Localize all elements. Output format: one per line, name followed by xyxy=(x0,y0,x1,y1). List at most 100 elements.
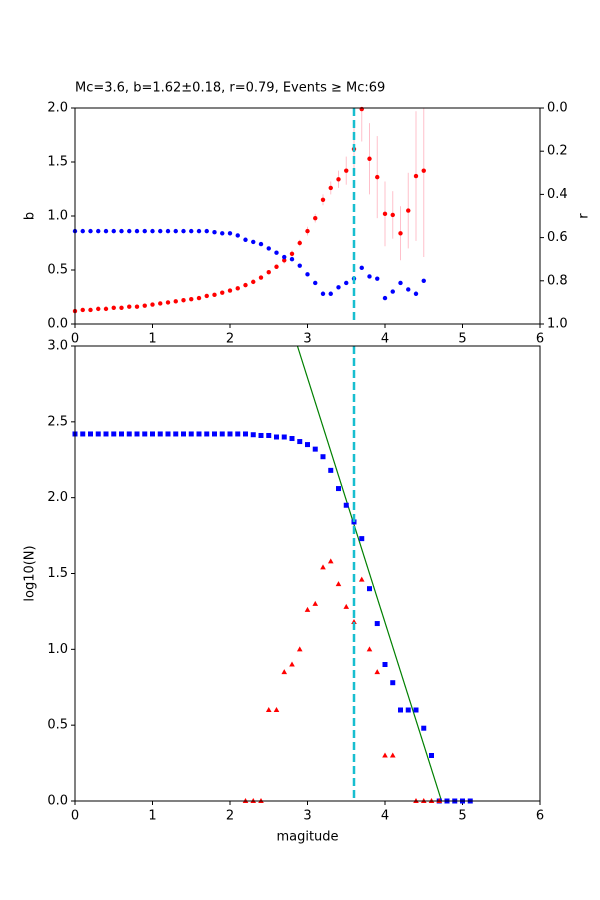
point xyxy=(366,646,373,652)
point xyxy=(251,279,256,285)
point xyxy=(96,306,101,312)
y-tick-label: 0.0 xyxy=(47,794,68,809)
point xyxy=(157,431,163,437)
point xyxy=(266,246,271,251)
point xyxy=(274,250,279,255)
x-tick-label: 4 xyxy=(381,809,389,824)
point xyxy=(250,432,256,438)
x-tick-label: 5 xyxy=(458,332,466,347)
point xyxy=(421,168,426,173)
point xyxy=(189,296,194,302)
point xyxy=(88,431,93,437)
point xyxy=(103,431,109,437)
point xyxy=(119,228,124,234)
point xyxy=(196,295,202,301)
point xyxy=(313,280,318,286)
point xyxy=(398,231,403,236)
point xyxy=(251,239,256,245)
point xyxy=(382,662,388,667)
x-tick-label: 5 xyxy=(458,809,466,824)
point xyxy=(413,291,419,296)
point xyxy=(158,301,163,306)
point xyxy=(173,299,178,304)
point xyxy=(335,581,342,587)
point xyxy=(111,305,116,310)
point xyxy=(235,286,240,291)
point xyxy=(181,228,186,234)
point xyxy=(103,228,109,234)
point xyxy=(111,228,116,234)
y2-tick-label: 0.2 xyxy=(547,144,568,159)
point xyxy=(289,436,295,442)
point xyxy=(165,431,171,437)
point xyxy=(297,439,303,445)
point xyxy=(127,228,132,234)
point xyxy=(421,278,426,283)
point xyxy=(289,251,295,256)
point xyxy=(189,228,194,234)
point xyxy=(312,446,318,452)
point xyxy=(80,431,86,437)
point xyxy=(88,307,93,313)
x-tick-label: 6 xyxy=(536,809,544,824)
point xyxy=(374,669,381,675)
point xyxy=(165,300,171,305)
point xyxy=(243,237,248,242)
point xyxy=(358,576,365,582)
y-axis-label: log10(N) xyxy=(23,545,38,601)
point xyxy=(296,646,303,652)
point xyxy=(243,431,248,437)
point xyxy=(204,431,210,437)
point xyxy=(258,241,264,247)
point xyxy=(390,289,395,294)
y-tick-label: 1.0 xyxy=(47,209,68,224)
point xyxy=(359,536,365,542)
point xyxy=(258,275,264,280)
x-tick-label: 4 xyxy=(381,332,389,347)
point xyxy=(281,434,287,440)
point xyxy=(305,272,310,277)
point xyxy=(95,431,101,437)
point xyxy=(196,431,202,437)
point xyxy=(227,431,233,437)
point xyxy=(312,600,319,606)
point xyxy=(282,258,287,263)
point xyxy=(320,564,326,570)
y2-tick-label: 0.8 xyxy=(547,273,568,288)
point xyxy=(235,431,241,437)
point xyxy=(235,233,240,238)
point xyxy=(142,303,147,308)
point xyxy=(142,431,148,437)
point xyxy=(297,263,302,268)
point xyxy=(328,185,333,191)
y-tick-label: 1.5 xyxy=(47,155,68,170)
y-axis-label: b xyxy=(23,212,38,220)
point xyxy=(327,558,334,564)
x-tick-label: 3 xyxy=(303,809,311,824)
point xyxy=(212,230,217,235)
point xyxy=(289,257,295,262)
point xyxy=(134,304,140,309)
point xyxy=(406,208,411,213)
point xyxy=(343,603,350,609)
point xyxy=(181,431,186,437)
point xyxy=(150,431,155,437)
x-tick-label: 1 xyxy=(148,809,156,824)
point xyxy=(313,215,318,221)
point xyxy=(150,228,155,234)
point xyxy=(336,285,341,290)
point xyxy=(367,586,372,592)
y-tick-label: 2.0 xyxy=(47,101,68,116)
point xyxy=(320,454,326,460)
axes-frame xyxy=(74,107,541,325)
point xyxy=(421,725,427,731)
x-tick-label: 2 xyxy=(226,809,234,824)
point xyxy=(390,680,396,686)
point xyxy=(220,290,225,295)
point xyxy=(142,228,147,234)
y2-tick-label: 1.0 xyxy=(547,317,568,332)
point xyxy=(158,228,163,234)
point xyxy=(274,434,279,440)
point xyxy=(150,302,155,307)
